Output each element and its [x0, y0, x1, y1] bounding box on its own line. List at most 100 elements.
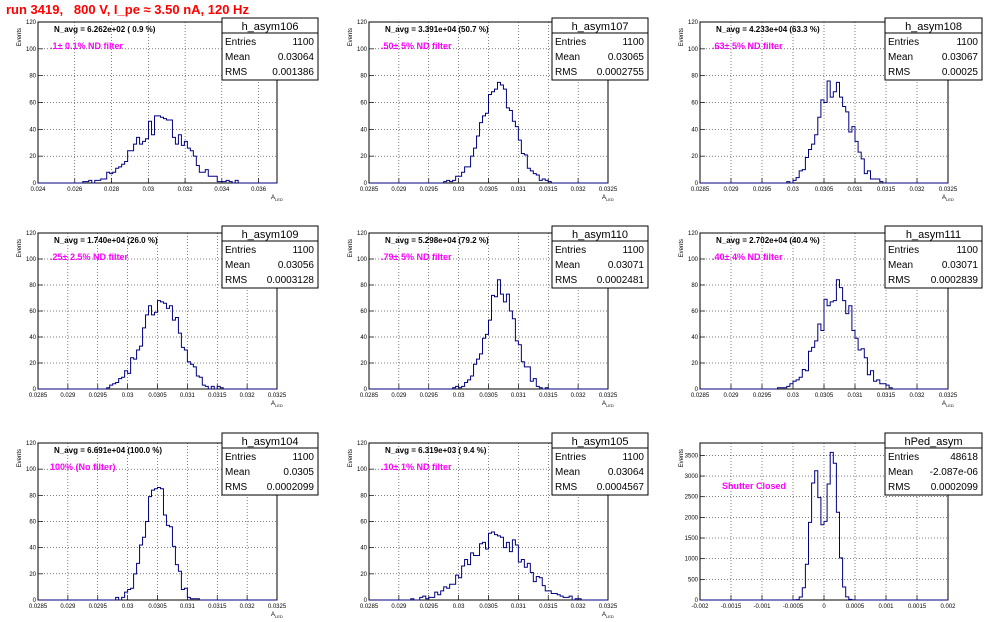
- stats-mean-label: Mean: [225, 467, 250, 478]
- x-axis-label: ALED: [271, 195, 283, 202]
- y-tick-label: 0: [33, 598, 37, 604]
- y-tick-label: 100: [26, 257, 37, 263]
- x-tick-label: 0.001: [878, 604, 894, 610]
- y-tick-label: 20: [691, 361, 698, 367]
- y-tick-label: 100: [357, 257, 368, 263]
- y-tick-label: 100: [357, 467, 368, 473]
- x-tick-label: -0.002: [691, 604, 709, 610]
- stats-rms-label: RMS: [888, 482, 911, 493]
- y-tick-label: 100: [688, 257, 699, 263]
- stats-rms-value: 0.0002099: [267, 482, 315, 493]
- stats-rms-value: 0.0002839: [931, 275, 979, 286]
- page-title: run 3419, 800 V, I_pe ≈ 3.50 nA, 120 Hz: [6, 2, 249, 17]
- x-tick-label: 0.03: [453, 187, 465, 193]
- histogram-series: [700, 451, 948, 601]
- stats-entries-value: 1100: [622, 37, 644, 48]
- y-tick-label: 120: [357, 441, 368, 447]
- x-tick-label: 0.0305: [148, 393, 167, 399]
- x-tick-label: 0.029: [723, 393, 739, 399]
- filter-label: .79± 5% ND filter: [381, 252, 452, 262]
- y-tick-label: 80: [360, 74, 367, 80]
- y-tick-label: 120: [26, 231, 37, 237]
- filter-label: Shutter Closed: [722, 481, 786, 491]
- y-tick-label: 20: [360, 361, 367, 367]
- y-tick-label: 100: [357, 47, 368, 53]
- stats-rms-label: RMS: [225, 275, 248, 286]
- x-tick-label: 0.03: [122, 393, 134, 399]
- stats-box: h_asym106 Entries 1100 Mean 0.03064 RMS 0.0013…: [221, 17, 319, 81]
- y-tick-label: 40: [29, 546, 36, 552]
- x-tick-label: 0.0305: [148, 604, 167, 610]
- stats-box-frame: [884, 225, 983, 289]
- stats-box: h_asym110 Entries 1100 Mean 0.03071 RMS 0.0002…: [551, 225, 649, 289]
- stats-mean-label: Mean: [225, 52, 250, 63]
- filter-label: .40± 4% ND filter: [712, 252, 783, 262]
- stats-box: h_asym105 Entries 1100 Mean 0.03064 RMS 0.0004…: [551, 432, 649, 496]
- x-tick-label: 0.0295: [420, 187, 439, 193]
- y-tick-label: 40: [360, 127, 367, 133]
- stats-mean-label: Mean: [225, 260, 250, 271]
- x-tick-label: 0.029: [60, 393, 76, 399]
- stats-rms-label: RMS: [555, 482, 578, 493]
- navg-label: N_avg = 2.702e+04 (40.4 %): [716, 236, 820, 245]
- stats-entries-label: Entries: [555, 452, 586, 463]
- y-tick-label: 0: [364, 387, 368, 393]
- stats-name: h_asym105: [572, 436, 629, 448]
- x-tick-label: 0.03: [787, 187, 799, 193]
- stats-box-frame: [551, 17, 649, 81]
- x-tick-label: 0.031: [847, 393, 863, 399]
- filter-label: .1± 0.1% ND filter: [50, 41, 123, 51]
- stats-mean-label: Mean: [888, 260, 913, 271]
- x-tick-label: 0.0325: [939, 187, 958, 193]
- y-tick-label: 120: [357, 20, 368, 26]
- y-tick-label: 3000: [685, 474, 699, 480]
- x-tick-label: 0.0305: [479, 393, 498, 399]
- stats-name: hPed_asym: [904, 436, 962, 448]
- navg-label: N_avg = 6.691e+04 (100.0 %): [54, 446, 162, 455]
- x-tick-label: 0.032: [909, 393, 925, 399]
- x-axis-label: ALED: [271, 612, 283, 619]
- filter-label: .50± 5% ND filter: [381, 41, 452, 51]
- y-tick-label: 0: [695, 598, 699, 604]
- stats-entries-value: 1100: [292, 37, 314, 48]
- y-axis-label: Events: [348, 239, 354, 257]
- y-tick-label: 80: [29, 283, 36, 289]
- x-tick-label: 0.0015: [908, 604, 927, 610]
- stats-mean-value: 0.03065: [608, 52, 645, 63]
- y-tick-label: 500: [688, 577, 699, 583]
- y-axis-label: Events: [17, 28, 23, 46]
- x-axis-label: ALED: [271, 401, 283, 408]
- y-tick-label: 40: [29, 127, 36, 133]
- y-tick-label: 0: [695, 181, 699, 187]
- navg-label: N_avg = 4.233e+04 (63.3 %): [716, 25, 820, 34]
- y-axis-label: Events: [679, 28, 685, 46]
- y-tick-label: 20: [691, 154, 698, 160]
- stats-name: h_asym111: [906, 229, 961, 241]
- stats-entries-label: Entries: [888, 452, 919, 463]
- y-tick-label: 20: [29, 361, 36, 367]
- navg-label: N_avg = 5.298e+04 (79.2 %): [385, 236, 489, 245]
- y-tick-label: 0: [695, 387, 699, 393]
- x-tick-label: 0.031: [180, 604, 196, 610]
- stats-box: h_asym108 Entries 1100 Mean 0.03067 RMS 0.0002…: [884, 17, 983, 81]
- histogram-series: [38, 486, 277, 601]
- x-tick-label: 0.002: [940, 604, 956, 610]
- x-tick-label: 0.03: [787, 393, 799, 399]
- x-tick-label: 0.0285: [691, 187, 710, 193]
- y-tick-label: 120: [26, 441, 37, 447]
- navg-label: N_avg = 6.319e+03 ( 9.4 %): [385, 446, 487, 455]
- x-tick-label: 0.0325: [599, 187, 618, 193]
- y-tick-label: 120: [357, 231, 368, 237]
- stats-entries-label: Entries: [225, 452, 256, 463]
- x-axis-label: ALED: [602, 401, 614, 408]
- y-tick-label: 120: [688, 231, 699, 237]
- stats-rms-label: RMS: [888, 275, 911, 286]
- x-tick-label: 0: [822, 604, 826, 610]
- x-tick-label: 0.032: [571, 393, 587, 399]
- x-tick-label: 0.032: [240, 393, 256, 399]
- histogram-h_asym111: 0.0285 0.029 0.0295 0.03 0.0305 0.031 0.0315 0.…: [679, 225, 983, 408]
- x-tick-label: 0.0305: [479, 604, 498, 610]
- x-axis-label: ALED: [602, 612, 614, 619]
- x-tick-label: 0.0295: [753, 393, 772, 399]
- x-tick-label: 0.0285: [29, 604, 48, 610]
